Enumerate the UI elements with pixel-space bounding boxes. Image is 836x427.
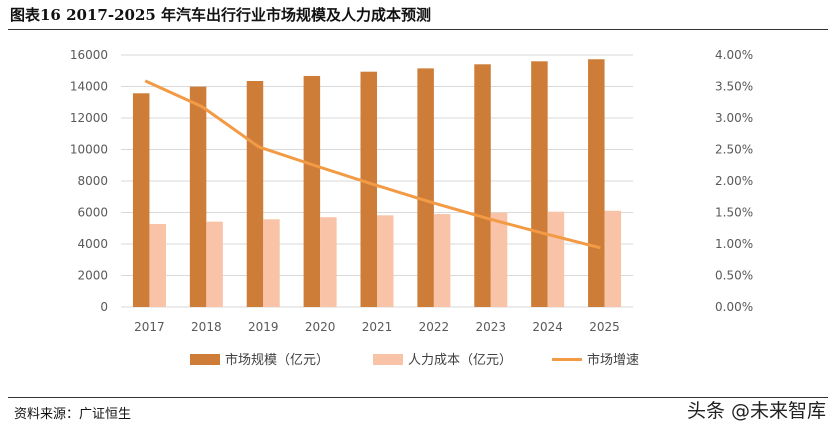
y-tick-label: 6000 — [77, 206, 108, 220]
y2-tick-label: 2.50% — [715, 143, 753, 157]
y2-tick-label: 2.00% — [715, 174, 753, 188]
x-tick-label: 2021 — [362, 320, 393, 334]
figure-title: 图表16 2017-2025 年汽车出行行业市场规模及人力成本预测 — [10, 6, 432, 24]
x-tick-label: 2024 — [532, 320, 563, 334]
bar-labor-cost — [377, 215, 394, 307]
source-note: 资料来源：广证恒生 — [14, 407, 132, 422]
bar-labor-cost — [206, 221, 223, 307]
bar-labor-cost — [320, 217, 337, 307]
y-tick-label: 8000 — [77, 174, 108, 188]
bar-market-size — [588, 59, 605, 307]
bar-labor-cost — [490, 212, 508, 307]
chart: 0 2000 4000 6000 8000 10000 12000 14000 16000 0.0… — [70, 48, 753, 368]
y-tick-label: 10000 — [70, 143, 108, 157]
bar-market-size — [189, 86, 207, 307]
bar-labor-cost — [547, 211, 565, 307]
bar-market-size — [132, 93, 150, 308]
x-tick-label: 2019 — [248, 320, 279, 334]
y-tick-label: 16000 — [70, 48, 108, 62]
bar-market-size — [360, 71, 377, 307]
y-tick-label: 4000 — [77, 237, 108, 251]
y2-tick-label: 3.00% — [715, 111, 753, 125]
y-tick-label: 12000 — [70, 111, 108, 125]
watermark: 头条 @未来智库 — [686, 400, 826, 422]
bar-labor-cost — [604, 210, 622, 307]
bar-labor-cost — [149, 223, 166, 307]
y2-tick-label: 1.50% — [715, 206, 753, 220]
x-tick-label: 2022 — [419, 320, 450, 334]
bar-labor-cost — [433, 214, 451, 307]
y2-tick-label: 0.50% — [715, 269, 753, 283]
top-rule — [8, 29, 828, 30]
x-tick-label: 2017 — [134, 320, 165, 334]
legend-label: 人力成本（亿元） — [408, 353, 512, 368]
bar-market-size — [246, 80, 264, 307]
bar-market-size — [531, 61, 548, 307]
bar-market-size — [474, 64, 491, 307]
bar-labor-cost — [263, 219, 280, 307]
x-tick-label: 2023 — [476, 320, 507, 334]
y2-tick-label: 1.00% — [715, 237, 753, 251]
legend-swatch — [190, 354, 220, 365]
y-tick-label: 2000 — [77, 269, 108, 283]
x-tick-label: 2018 — [191, 320, 222, 334]
y2-tick-label: 0.00% — [715, 300, 753, 314]
bar-market-size — [303, 75, 321, 307]
bar-market-size — [417, 68, 434, 307]
y-tick-label: 0 — [100, 300, 108, 314]
y2-tick-label: 3.50% — [715, 80, 753, 94]
legend-label: 市场增速 — [587, 352, 639, 368]
legend-swatch — [373, 354, 403, 365]
x-tick-label: 2020 — [305, 320, 336, 334]
y2-tick-label: 4.00% — [715, 48, 753, 62]
bottom-rule — [8, 397, 828, 398]
y-tick-label: 14000 — [70, 80, 108, 94]
legend-label: 市场规模（亿元） — [225, 352, 329, 368]
x-tick-label: 2025 — [589, 320, 620, 334]
